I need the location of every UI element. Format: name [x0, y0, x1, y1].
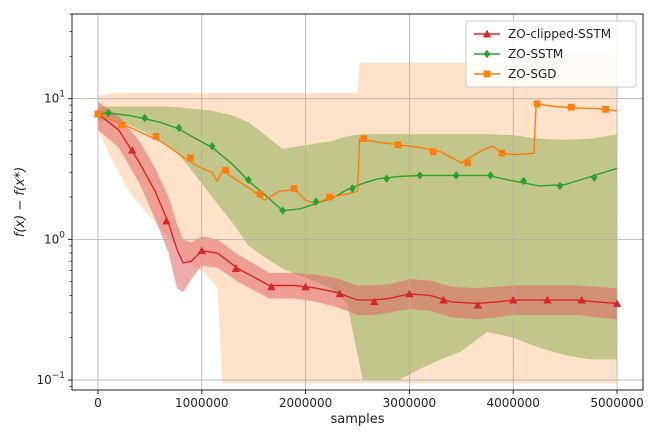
y-axis-label: f(x) − f(x*)	[13, 167, 28, 237]
band-zo-clipped-sstm	[98, 101, 617, 320]
plot-frame	[71, 13, 644, 391]
data-point	[104, 108, 112, 118]
data-point	[439, 295, 448, 304]
x-tick: 1000000	[175, 390, 228, 410]
legend-item: ZO-SGD	[474, 67, 557, 81]
data-point	[369, 297, 379, 306]
series-markers	[93, 100, 622, 309]
x-axis-ticks: 0 1000000 2000000 3000000 4000000 5000000	[94, 390, 644, 410]
x-tick: 0	[94, 390, 102, 410]
line-zo-sstm	[97, 112, 618, 212]
y-tick: 101	[44, 90, 72, 106]
legend-label: ZO-SSTM	[508, 47, 563, 61]
legend: ZO-clipped-SSTM ZO-SSTM ZO-SGD	[465, 20, 637, 88]
data-point	[520, 176, 527, 186]
data-point	[556, 181, 564, 191]
data-point	[279, 206, 287, 215]
x-tick-label: 2000000	[279, 396, 332, 410]
y-tick-label: 101	[44, 90, 65, 106]
legend-box	[465, 20, 637, 88]
data-point	[197, 246, 206, 255]
data-point	[231, 264, 241, 272]
y-tick: 100	[44, 230, 72, 246]
x-tick-label: 4000000	[487, 396, 540, 410]
legend-marker	[482, 29, 492, 38]
data-point	[128, 146, 137, 154]
y-axis-ticks: 10−1 100 101	[36, 13, 72, 387]
data-point	[577, 295, 586, 304]
data-point	[186, 154, 194, 162]
data-point	[464, 159, 471, 167]
legend-marker	[483, 70, 491, 78]
data-point	[267, 282, 276, 291]
data-point	[533, 100, 541, 108]
data-point	[141, 113, 149, 123]
y-tick-label: 10−1	[36, 371, 65, 387]
x-tick-label: 5000000	[590, 396, 643, 410]
data-point	[473, 301, 483, 309]
data-point	[94, 110, 102, 118]
data-point	[152, 132, 160, 140]
legend-label: ZO-SGD	[508, 67, 557, 81]
data-point	[394, 141, 402, 149]
data-point	[602, 105, 609, 113]
data-point	[452, 171, 460, 180]
data-point	[162, 216, 171, 225]
x-tick: 3000000	[383, 390, 436, 410]
x-axis-label: samples	[330, 412, 384, 427]
data-point	[312, 197, 320, 206]
legend-label: ZO-clipped-SSTM	[508, 27, 611, 41]
data-point	[175, 123, 183, 133]
y-tick-label: 100	[44, 230, 65, 246]
data-point	[335, 289, 345, 298]
data-point	[118, 121, 126, 129]
data-point	[301, 282, 310, 291]
data-point	[543, 295, 552, 304]
line-zo-clipped-sstm	[97, 113, 618, 305]
x-tick: 4000000	[487, 390, 540, 410]
x-tick: 2000000	[279, 390, 332, 410]
data-point	[590, 173, 598, 182]
legend-item: ZO-clipped-SSTM	[474, 27, 611, 41]
data-point	[568, 103, 575, 111]
data-point	[208, 141, 216, 151]
x-tick: 5000000	[590, 390, 644, 410]
x-tick-label: 0	[94, 396, 102, 410]
x-tick-label: 1000000	[175, 396, 228, 410]
confidence-bands	[98, 50, 617, 384]
data-point	[245, 175, 252, 185]
data-point	[256, 190, 264, 198]
data-point	[405, 289, 414, 298]
data-point	[222, 166, 230, 174]
data-point	[509, 295, 518, 304]
data-point	[360, 135, 368, 143]
legend-item: ZO-SSTM	[474, 47, 563, 61]
x-tick-label: 3000000	[383, 396, 436, 410]
data-point	[416, 171, 424, 180]
data-point	[290, 185, 298, 192]
data-point	[487, 171, 494, 180]
data-point	[326, 193, 333, 201]
y-tick: 10−1	[36, 371, 72, 387]
data-point	[383, 174, 390, 183]
data-point	[612, 299, 622, 307]
data-point	[429, 148, 437, 156]
data-point	[498, 149, 506, 157]
legend-marker	[483, 49, 491, 59]
data-point	[348, 184, 356, 193]
